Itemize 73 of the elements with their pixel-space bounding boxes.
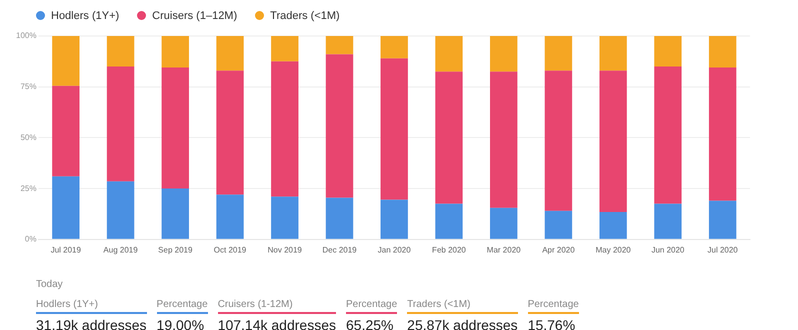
bar	[599, 36, 627, 71]
bar	[216, 36, 244, 71]
bar	[271, 196, 298, 239]
bar	[271, 36, 298, 62]
bar	[106, 36, 134, 67]
bar	[490, 72, 518, 208]
bar	[380, 58, 408, 200]
bar	[52, 36, 80, 86]
x-tick-label: Oct 2019	[214, 245, 247, 254]
x-tick-label: May 2020	[596, 245, 632, 254]
bar	[52, 86, 80, 176]
text: Cruisers (1-12M)	[218, 299, 336, 314]
x-tick-label: Mar 2020	[486, 245, 522, 254]
bar	[216, 70, 244, 195]
x-tick-label: Jun 2020	[651, 245, 685, 254]
x-tick-label: Jul 2020	[708, 245, 738, 254]
x-tick-label: Jul 2019	[50, 245, 82, 254]
text: Percentage	[156, 299, 208, 314]
y-tick-label: 0%	[24, 234, 36, 244]
text: Traders (<1M)	[407, 299, 518, 314]
bar	[216, 194, 244, 239]
bar	[162, 68, 189, 189]
bar	[106, 66, 134, 182]
bar	[52, 176, 80, 239]
bar	[708, 68, 736, 201]
x-tick-label: Dec 2019	[322, 245, 358, 254]
bar	[162, 188, 189, 239]
y-tick-label: 25%	[20, 184, 36, 193]
bar	[380, 200, 408, 239]
bar	[544, 210, 572, 239]
bar	[544, 36, 572, 71]
bar	[654, 204, 682, 239]
bar	[162, 36, 189, 68]
x-tick-label: Feb 2020	[432, 245, 466, 254]
legend-label: Cruisers (1–12M)	[151, 10, 238, 22]
bar	[326, 54, 354, 198]
legend-label: Traders (<1M)	[269, 10, 340, 22]
bar	[106, 181, 134, 239]
bar	[435, 72, 463, 204]
bar	[490, 208, 518, 239]
text: Percentage	[346, 299, 398, 314]
bar	[654, 36, 682, 67]
text: 31.19k addresses	[36, 317, 147, 330]
text: Percentage	[528, 299, 579, 314]
text: Today	[36, 279, 63, 290]
bar	[708, 200, 736, 239]
text: 25.87k addresses	[407, 317, 518, 330]
x-tick-label: Nov 2019	[268, 245, 302, 254]
text: Hodlers (1Y+)	[36, 299, 147, 314]
x-tick-label: Jan 2020	[378, 245, 412, 254]
text: 107.14k addresses	[218, 317, 336, 330]
bar	[654, 66, 682, 204]
y-tick-label: 50%	[20, 132, 36, 142]
bar	[599, 212, 627, 239]
bar	[435, 204, 463, 239]
text: 15.76%	[528, 317, 576, 330]
bar	[708, 36, 736, 68]
y-tick-label: 75%	[20, 82, 36, 92]
x-tick-label: Aug 2019	[103, 245, 138, 254]
bar	[599, 70, 627, 212]
x-tick-label: Apr 2020	[542, 245, 576, 254]
bar	[326, 198, 354, 239]
bar	[490, 36, 518, 72]
y-tick-label: 100%	[16, 31, 36, 40]
x-tick-label: Sep 2019	[158, 245, 193, 254]
text: 65.25%	[346, 317, 394, 330]
text: 19.00%	[156, 317, 206, 330]
legend-label: Hodlers (1Y+)	[50, 10, 120, 22]
bar	[380, 36, 408, 58]
bar	[271, 61, 298, 197]
bar	[544, 70, 572, 211]
bar	[435, 36, 463, 72]
bar	[326, 36, 354, 54]
